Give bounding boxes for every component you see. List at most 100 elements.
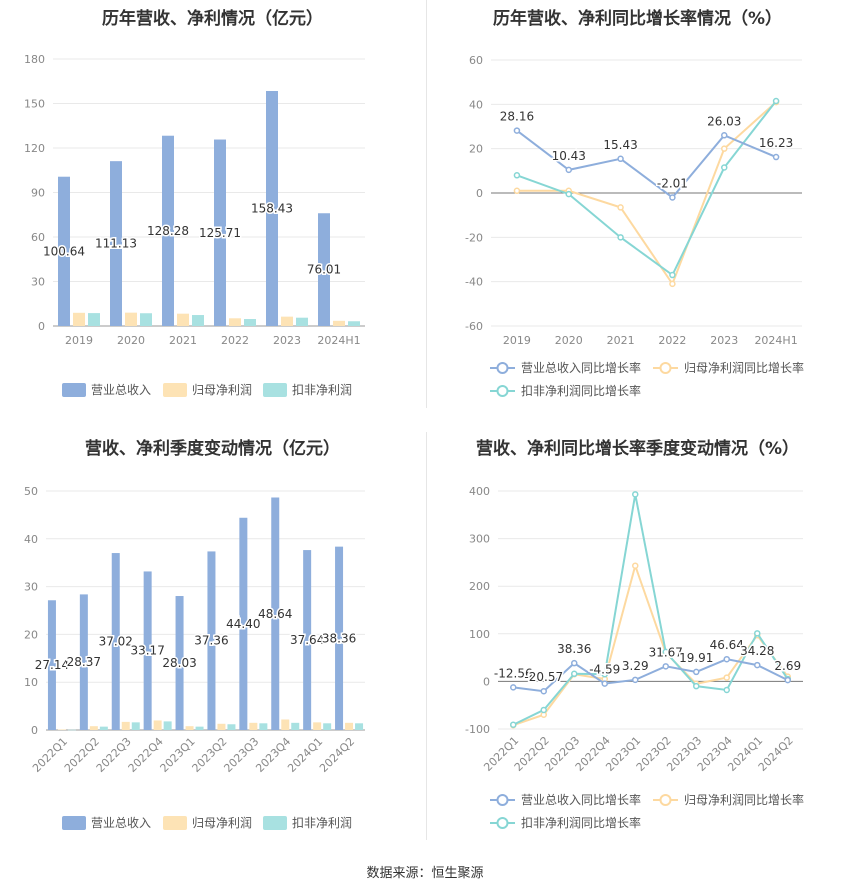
y-tick-label: -40 bbox=[465, 276, 483, 289]
series-line-net-profit-growth bbox=[512, 562, 789, 727]
data-label: 15.43 bbox=[603, 138, 637, 152]
legend-label: 归母净利润同比增长率 bbox=[684, 792, 804, 807]
y-tick-label: 0 bbox=[476, 187, 483, 200]
bar-revenue bbox=[47, 600, 56, 730]
legend-label: 扣非净利润 bbox=[292, 816, 352, 830]
data-label: 38.36 bbox=[322, 631, 356, 645]
chart-title: 营收、净利季度变动情况（亿元） bbox=[85, 439, 340, 459]
y-tick-label: 60 bbox=[469, 54, 483, 67]
bar-net-profit bbox=[333, 320, 345, 326]
y-tick-label: 0 bbox=[38, 320, 45, 333]
data-point bbox=[662, 663, 669, 670]
data-source-label: 数据来源：恒生聚源 bbox=[366, 866, 484, 881]
bar-revenue bbox=[271, 497, 280, 730]
y-tick-label: -60 bbox=[465, 320, 483, 333]
data-label: 111.13 bbox=[95, 237, 137, 251]
data-point bbox=[632, 491, 639, 498]
data-point bbox=[513, 187, 521, 195]
y-tick-label: 20 bbox=[24, 628, 38, 641]
data-point bbox=[540, 687, 547, 695]
y-tick-label: 30 bbox=[24, 581, 38, 594]
bar-net-profit bbox=[177, 313, 189, 326]
x-tick-label: 2022 bbox=[221, 334, 249, 347]
chart-title: 营收、净利同比增长率季度变动情况（%） bbox=[475, 439, 800, 459]
data-label: 27.14 bbox=[35, 658, 69, 672]
data-point bbox=[723, 674, 730, 681]
legend-marker bbox=[496, 794, 509, 806]
bar-net-profit bbox=[281, 316, 293, 326]
data-point bbox=[669, 280, 676, 288]
x-tick-label: 2019 bbox=[65, 334, 93, 347]
bar-revenue bbox=[266, 90, 278, 326]
x-tick-label: 2023 bbox=[710, 334, 738, 347]
bar-revenue bbox=[303, 550, 312, 730]
legend-swatch bbox=[263, 383, 287, 397]
x-tick-label: 2020 bbox=[117, 334, 145, 347]
data-label: 26.03 bbox=[707, 114, 741, 128]
quarterly-growth-rate-chart: -10001002003004002022Q12022Q22022Q32022Q… bbox=[465, 485, 804, 830]
legend-label: 营业总收入 bbox=[91, 816, 151, 830]
legend-marker bbox=[659, 794, 672, 806]
data-label: 76.01 bbox=[307, 263, 341, 277]
data-label: -12.56 bbox=[494, 666, 533, 680]
data-label: 28.16 bbox=[500, 110, 534, 124]
data-point bbox=[632, 676, 639, 684]
bar-revenue bbox=[111, 553, 120, 730]
x-tick-label: 2022 bbox=[658, 334, 686, 347]
data-point bbox=[510, 721, 517, 728]
bar-net-profit bbox=[153, 720, 162, 730]
data-label: 44.40 bbox=[226, 617, 260, 631]
bar-revenue bbox=[110, 161, 122, 326]
y-tick-label: 20 bbox=[469, 143, 483, 156]
series-line-revenue-growth bbox=[516, 129, 777, 199]
data-point bbox=[721, 132, 728, 139]
bar-deducted-profit bbox=[88, 313, 100, 326]
data-label: 48.64 bbox=[258, 607, 292, 621]
data-label: 10.43 bbox=[552, 149, 586, 163]
data-point bbox=[693, 682, 700, 690]
bar-revenue bbox=[175, 596, 184, 730]
y-tick-label: 60 bbox=[31, 231, 45, 244]
data-point bbox=[754, 630, 761, 637]
legend-label: 扣非净利润同比增长率 bbox=[521, 815, 641, 830]
data-label: 19.91 bbox=[679, 651, 713, 665]
legend-swatch bbox=[163, 383, 187, 397]
annual-growth-rate-chart: -60 -40 -20 0 20 40 60 2019 2020 2021 2022 2023 2024… bbox=[465, 54, 804, 398]
bar-net-profit bbox=[57, 729, 66, 731]
legend-marker bbox=[496, 385, 509, 397]
y-tick-label: 300 bbox=[469, 533, 490, 546]
data-label: -20.57 bbox=[524, 670, 563, 684]
bar-revenue bbox=[79, 594, 88, 730]
data-label: -2.01 bbox=[657, 176, 688, 190]
data-point bbox=[723, 655, 730, 663]
bar-deducted-profit bbox=[323, 723, 332, 730]
data-point bbox=[510, 684, 517, 691]
legend-label: 归母净利润 bbox=[192, 383, 252, 397]
bar-deducted-profit bbox=[192, 315, 204, 326]
y-tick-label: 120 bbox=[24, 142, 45, 155]
data-point bbox=[772, 153, 780, 161]
data-point bbox=[540, 706, 547, 714]
y-tick-label: 400 bbox=[469, 485, 490, 498]
data-label: 3.29 bbox=[622, 659, 649, 673]
bar-deducted-profit bbox=[244, 319, 256, 326]
data-point bbox=[601, 680, 608, 687]
x-tick-label: 2024H1 bbox=[317, 334, 360, 347]
legend-marker bbox=[496, 817, 509, 829]
y-tick-label: 100 bbox=[469, 628, 490, 641]
bar-net-profit bbox=[345, 722, 354, 730]
series-line-deducted-profit-growth bbox=[516, 100, 777, 277]
bar-deducted-profit bbox=[355, 723, 364, 730]
data-label: 100.64 bbox=[43, 244, 85, 258]
data-label: 125.71 bbox=[199, 226, 241, 240]
data-label: 38.36 bbox=[557, 642, 591, 656]
bar-net-profit bbox=[89, 726, 98, 730]
data-point bbox=[601, 671, 608, 678]
data-label: -4.59 bbox=[589, 663, 620, 677]
bar-revenue bbox=[239, 517, 248, 730]
bar-revenue bbox=[143, 571, 152, 730]
y-tick-label: -20 bbox=[465, 231, 483, 244]
legend-swatch bbox=[163, 816, 187, 830]
legend-marker bbox=[496, 362, 509, 374]
y-tick-label: 10 bbox=[24, 676, 38, 689]
